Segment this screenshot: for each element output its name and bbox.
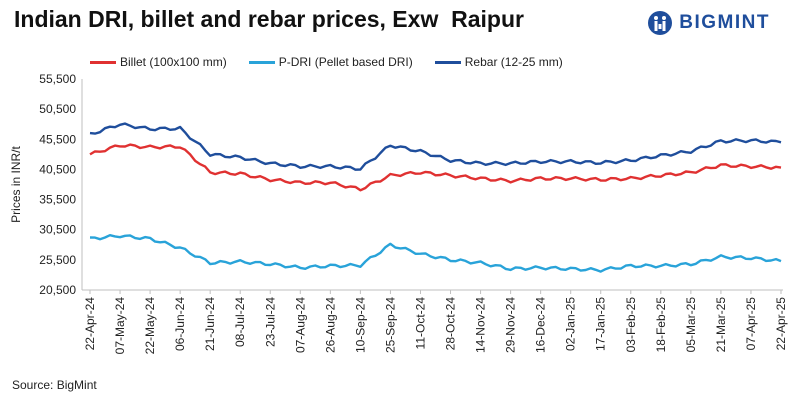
legend-label-billet: Billet (100x100 mm) [120,55,227,69]
x-tick-label: 17-Jan-25 [594,297,608,351]
x-tick-label: 06-Jun-24 [173,297,187,351]
y-axis-title: Prices in INR/t [9,145,23,222]
y-tick-label: 45,500 [39,132,76,146]
x-tick-label: 16-Dec-24 [534,297,548,353]
y-tick-label: 40,500 [39,162,76,176]
series-line-billet [89,143,782,192]
legend-swatch-billet [90,60,116,64]
x-tick-label: 21-Jun-24 [203,297,217,351]
legend-item-billet: Billet (100x100 mm) [90,55,227,69]
x-tick-label: 07-Apr-25 [744,297,758,351]
chart-legend: Billet (100x100 mm) P-DRI (Pellet based … [90,55,563,69]
chart-title: Indian DRI, billet and rebar prices, Exw… [14,6,524,32]
x-tick-label: 22-Apr-24 [83,297,97,351]
x-tick-label: 26-Aug-24 [323,297,337,353]
source-note: Source: BigMint [12,378,97,392]
y-tick-label: 35,500 [39,193,76,207]
y-tick-label: 20,500 [39,283,76,297]
y-tick-label: 55,500 [39,72,76,86]
x-tick-label: 05-Mar-25 [684,297,698,353]
x-tick-label: 11-Oct-24 [413,297,427,350]
x-tick-label: 03-Feb-25 [624,297,638,353]
y-tick-label: 50,500 [39,102,76,116]
y-tick-label: 30,500 [39,223,76,237]
x-tick-label: 07-Aug-24 [293,297,307,353]
x-tick-label: 29-Nov-24 [504,297,518,353]
x-tick-label: 23-Jul-24 [263,297,277,347]
bigmint-logo-text: BIGMINT [679,12,770,33]
legend-label-pdri: P-DRI (Pellet based DRI) [278,55,413,69]
series-line-p-dri [89,233,782,273]
legend-item-rebar: Rebar (12-25 mm) [434,55,563,69]
legend-swatch-pdri [248,60,275,64]
x-tick-label: 28-Oct-24 [444,297,458,351]
y-tick-label: 25,500 [39,253,76,267]
x-tick-label: 25-Sep-24 [383,297,397,353]
legend-swatch-rebar [434,60,461,64]
x-tick-label: 02-Jan-25 [564,297,578,351]
x-tick-label: 14-Nov-24 [474,297,488,353]
bigmint-logo-icon [648,11,673,35]
x-tick-label: 18-Feb-25 [654,297,668,353]
x-tick-label: 22-Apr-25 [774,297,788,351]
legend-label-rebar: Rebar (12-25 mm) [464,55,563,69]
legend-item-pdri: P-DRI (Pellet based DRI) [248,55,413,69]
x-tick-label: 08-Jul-24 [233,297,247,347]
bigmint-logo: BIGMINT [647,10,770,36]
x-tick-label: 07-May-24 [113,297,127,355]
x-tick-label: 21-Mar-25 [714,297,728,353]
series-line-rebar [89,122,782,171]
x-tick-label: 22-May-24 [143,297,157,355]
x-tick-label: 10-Sep-24 [353,297,367,353]
